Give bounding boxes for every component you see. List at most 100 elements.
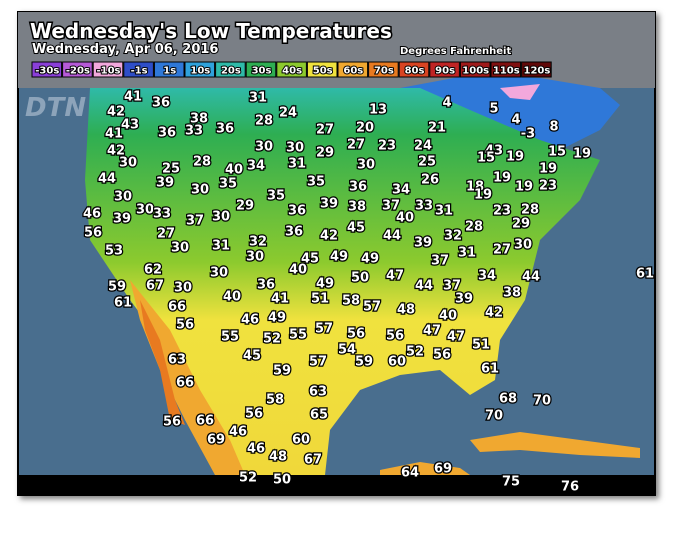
temperature: 40 [223,290,241,305]
temperature: 32 [249,235,267,250]
legend-swatch [429,61,460,78]
temperature: 47 [447,330,465,345]
temperature: 51 [311,292,329,307]
legend-label: -10s [96,66,120,77]
temperature: 34 [392,183,410,198]
temperature: 56 [176,318,194,333]
temperature: 30 [286,141,304,156]
temperature: 27 [347,138,365,153]
temperature: 34 [247,159,265,174]
temperature: 40 [225,163,243,178]
temperature: 30 [514,238,532,253]
temperature: 38 [348,200,366,215]
temperature: 58 [266,393,284,408]
temperature: 30 [136,203,154,218]
legend-swatch [306,61,338,78]
legend-swatch [31,61,63,78]
temperature: 35 [219,177,237,192]
temperature: 39 [414,236,432,251]
temperature: 40 [289,263,307,278]
legend: -30s -20s -10s -1s 1s 10s 20s 30s 40s 50s 60s 70s 80… [31,61,552,78]
temperature: 50 [273,473,291,488]
legend-swatch [215,61,246,78]
temperature: 38 [190,112,208,127]
temperature: 52 [406,345,424,360]
temperature: 69 [434,462,452,477]
temperature: 30 [119,156,137,171]
land [85,88,600,475]
temperature: 37 [431,254,449,269]
temperature: 59 [355,355,373,370]
legend-label: 90s [435,66,455,77]
temperature: 30 [246,250,264,265]
temperature: 5 [489,102,498,117]
temperature: 39 [320,197,338,212]
legend-swatch [490,61,522,78]
legend-label: 50s [313,66,333,77]
temperature: 38 [503,286,521,301]
temperature: 36 [216,122,234,137]
temperature: 46 [247,442,265,457]
temperature: 28 [193,155,211,170]
temperature: 68 [499,392,517,407]
legend-label: 20s [221,66,241,77]
legend-label: 60s [343,66,363,77]
legend-swatch [245,61,277,78]
temperature: 46 [83,207,101,222]
temperature: 37 [186,214,204,229]
temperature: 59 [108,280,126,295]
temperature: 48 [269,450,287,465]
bottom-band [18,475,655,495]
legend-swatch [276,61,307,78]
temperature: 32 [444,229,462,244]
temperature: 13 [369,103,387,118]
temperature: 56 [386,329,404,344]
temperature: 21 [428,121,446,136]
temperature: 44 [415,279,433,294]
legend-label: 30s [252,66,272,77]
temperature: 60 [292,433,310,448]
temperature: 56 [347,327,365,342]
temperature: 39 [113,212,131,227]
temperature: 36 [349,180,367,195]
temperature: 41 [124,90,142,105]
temperature: 4 [442,96,451,111]
temperature: 56 [433,348,451,363]
legend-swatch [368,61,399,78]
temperature: 61 [114,296,132,311]
temperature: 37 [382,199,400,214]
temperature: 15 [477,151,495,166]
logo: DTN [25,93,86,123]
temperature: 36 [257,278,275,293]
temperature: 60 [388,355,406,370]
temperature: 57 [315,322,333,337]
temperature: 15 [548,145,566,160]
temperature: 35 [267,189,285,204]
temperature: 31 [458,246,476,261]
temperature: 48 [397,303,415,318]
temperature: 63 [309,385,327,400]
temperature: 63 [168,353,186,368]
cold-region [400,75,620,150]
temperature: 42 [107,144,125,159]
temperature: 18 [466,180,484,195]
temperature: 34 [478,269,496,284]
temperature: 30 [174,281,192,296]
temperature: 31 [435,204,453,219]
units: Degrees Fahrenheit [400,46,511,57]
temperature: 31 [249,91,267,106]
temperature: 29 [236,199,254,214]
temperature: 62 [144,263,162,278]
temperature: 30 [171,241,189,256]
temperature: 40 [396,211,414,226]
temperature: 41 [105,127,123,142]
temperature: 49 [330,250,348,265]
temperature: 19 [573,147,591,162]
temperature: 67 [304,453,322,468]
temperature: 49 [268,311,286,326]
temperature: 39 [455,292,473,307]
temperature: 19 [515,180,533,195]
baja [140,300,185,425]
temperature: 36 [288,204,306,219]
temperature: 30 [255,140,273,155]
